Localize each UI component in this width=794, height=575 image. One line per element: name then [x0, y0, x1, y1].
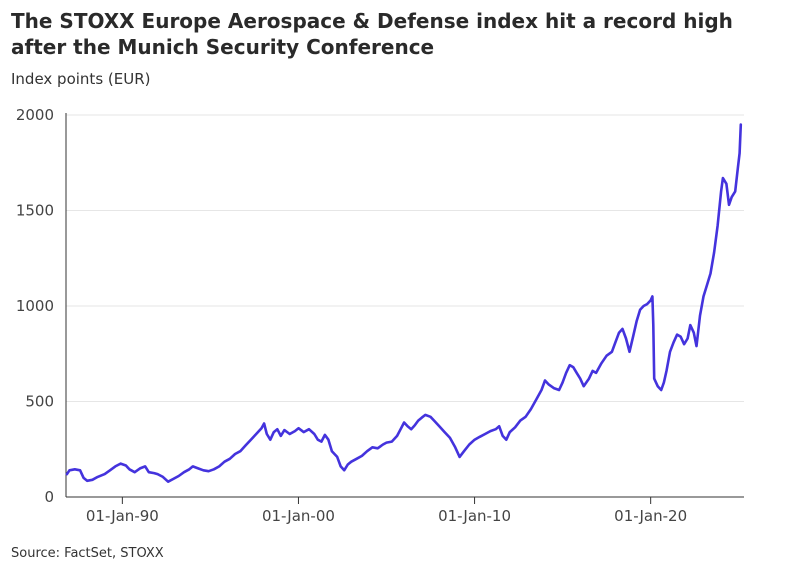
line-chart: 0 500 1000 1500 2000 01-Jan-90 01-Jan-00 01-Jan… — [16, 106, 744, 525]
source-note: Source: FactSet, STOXX — [11, 546, 164, 561]
y-tick-label: 500 — [25, 393, 54, 411]
series-layer — [65, 123, 743, 483]
x-tick-label: 01-Jan-90 — [86, 507, 159, 525]
chart-title: The STOXX Europe Aerospace & Defense ind… — [11, 9, 733, 59]
x-tick-label: 01-Jan-20 — [614, 507, 687, 525]
y-tick-label: 0 — [44, 488, 54, 506]
gridlines — [66, 114, 744, 402]
y-axis-unit-label: Index points (EUR) — [11, 70, 151, 88]
tick-labels: 0 500 1000 1500 2000 01-Jan-90 01-Jan-00 01-Jan… — [16, 106, 687, 525]
y-tick-label: 1500 — [16, 202, 54, 220]
axes — [65, 113, 744, 504]
x-tick-label: 01-Jan-00 — [262, 507, 335, 525]
x-tick-label: 01-Jan-10 — [438, 507, 511, 525]
series-line — [65, 123, 743, 483]
y-tick-label: 1000 — [16, 297, 54, 315]
y-tick-label: 2000 — [16, 106, 54, 124]
